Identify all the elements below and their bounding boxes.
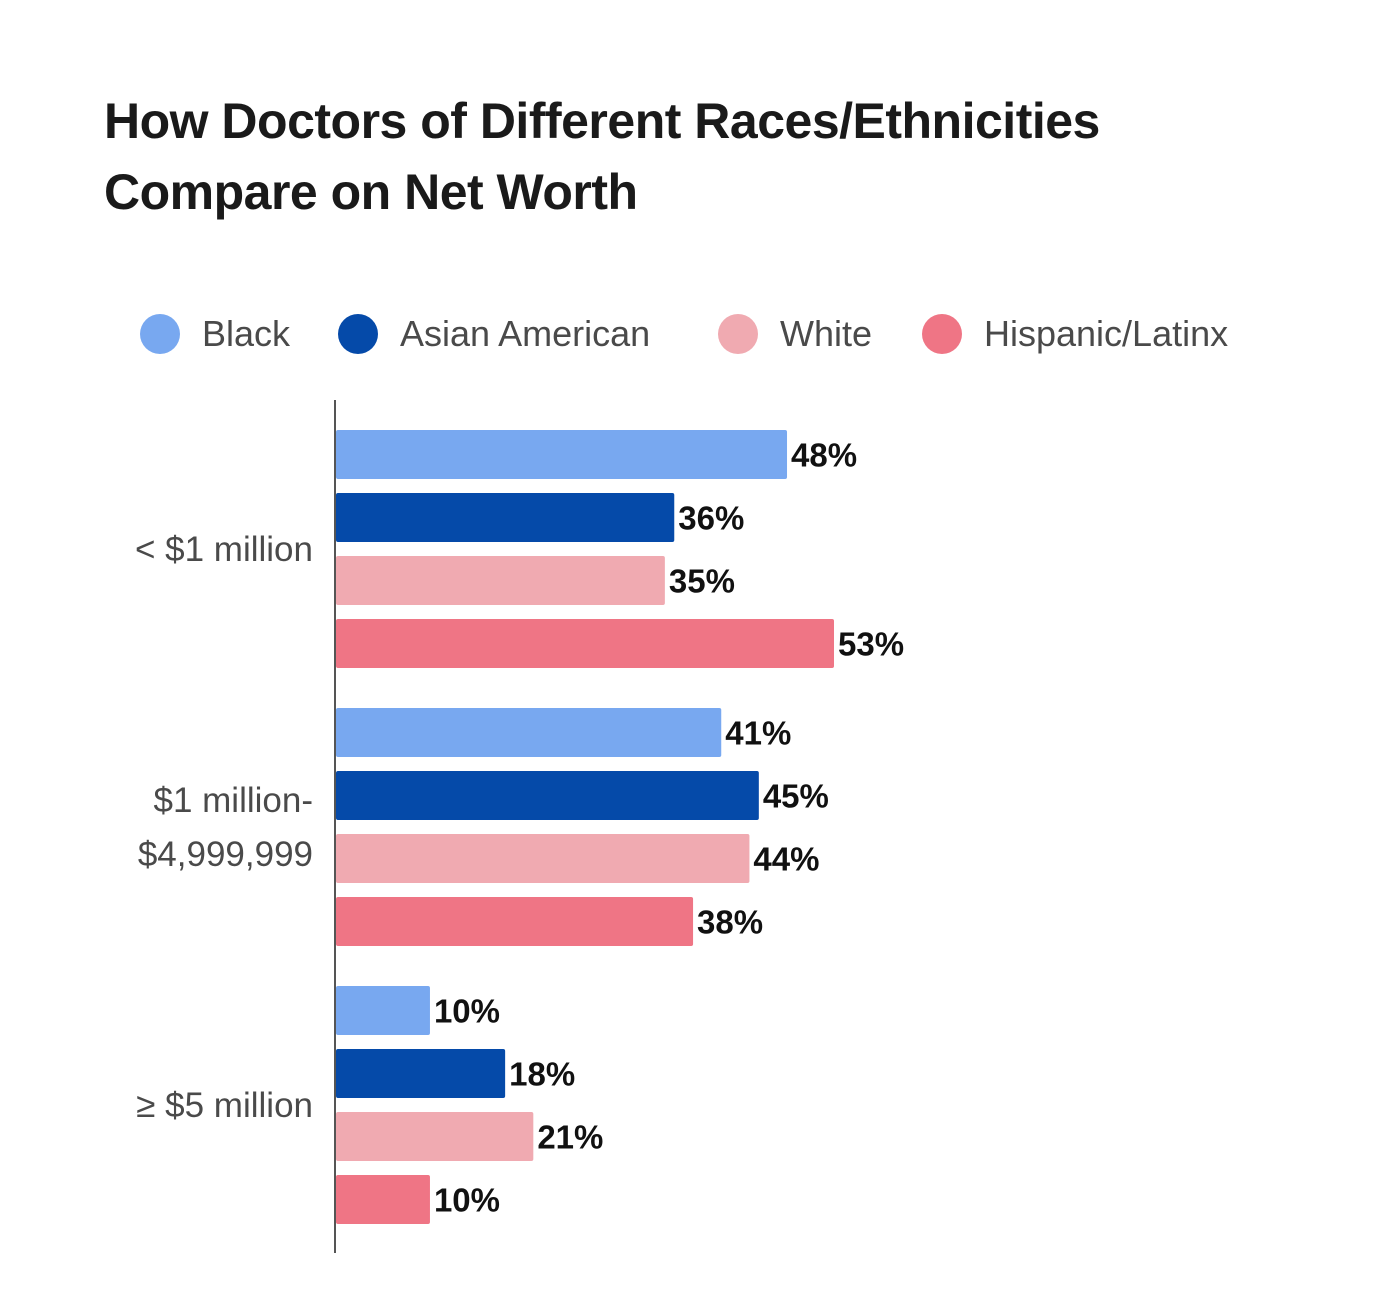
legend-item-hispanic-latinx: Hispanic/Latinx [922,308,1228,360]
value-label-black-0: 48% [791,437,857,474]
value-label-asian-american-1: 45% [763,778,829,815]
legend-label-black: Black [202,313,291,354]
value-label-white-0: 35% [669,563,735,600]
category-label-0-line-0: < $1 million [135,530,313,569]
legend-swatch-white [718,314,758,354]
value-label-asian-american-2: 18% [509,1056,575,1093]
bar-asian-american-0 [336,493,675,542]
bar-hispanic-latinx-0 [336,619,834,668]
value-label-hispanic-latinx-0: 53% [838,626,904,663]
category-label-1-line-0: $1 million- [154,781,314,820]
bar-asian-american-2 [336,1049,506,1098]
legend-label-white: White [780,313,873,354]
value-label-black-1: 41% [725,715,791,752]
value-label-hispanic-latinx-2: 10% [434,1182,500,1219]
value-label-asian-american-0: 36% [678,500,744,537]
bar-black-1 [336,708,722,757]
chart-title-line-1: How Doctors of Different Races/Ethniciti… [104,93,1100,149]
bar-black-0 [336,430,788,479]
legend-swatch-asian-american [338,314,378,354]
legend-item-asian-american: Asian American [338,308,650,360]
legend-item-white: White [718,308,872,360]
legend-label-hispanic-latinx: Hispanic/Latinx [984,313,1229,354]
bar-white-2 [336,1112,534,1161]
bar-white-0 [336,556,665,605]
chart-legend: Black Asian American White Hispanic/Lati… [0,308,1380,360]
bar-hispanic-latinx-2 [336,1175,430,1224]
value-label-black-2: 10% [434,993,500,1030]
legend-item-black: Black [140,308,290,360]
legend-label-asian-american: Asian American [400,313,651,354]
value-label-white-1: 44% [753,841,819,878]
category-label-1-line-1: $4,999,999 [138,835,313,874]
legend-swatch-black [140,314,180,354]
value-label-white-2: 21% [537,1119,603,1156]
bar-white-1 [336,834,750,883]
category-label-2-line-0: ≥ $5 million [136,1086,313,1125]
value-label-hispanic-latinx-1: 38% [697,904,763,941]
bar-hispanic-latinx-1 [336,897,694,946]
bar-asian-american-1 [336,771,759,820]
legend-swatch-hispanic-latinx [922,314,962,354]
chart-title-line-2: Compare on Net Worth [104,164,638,220]
chart-title: How Doctors of Different Races/Ethniciti… [104,86,1304,228]
bar-black-2 [336,986,430,1035]
